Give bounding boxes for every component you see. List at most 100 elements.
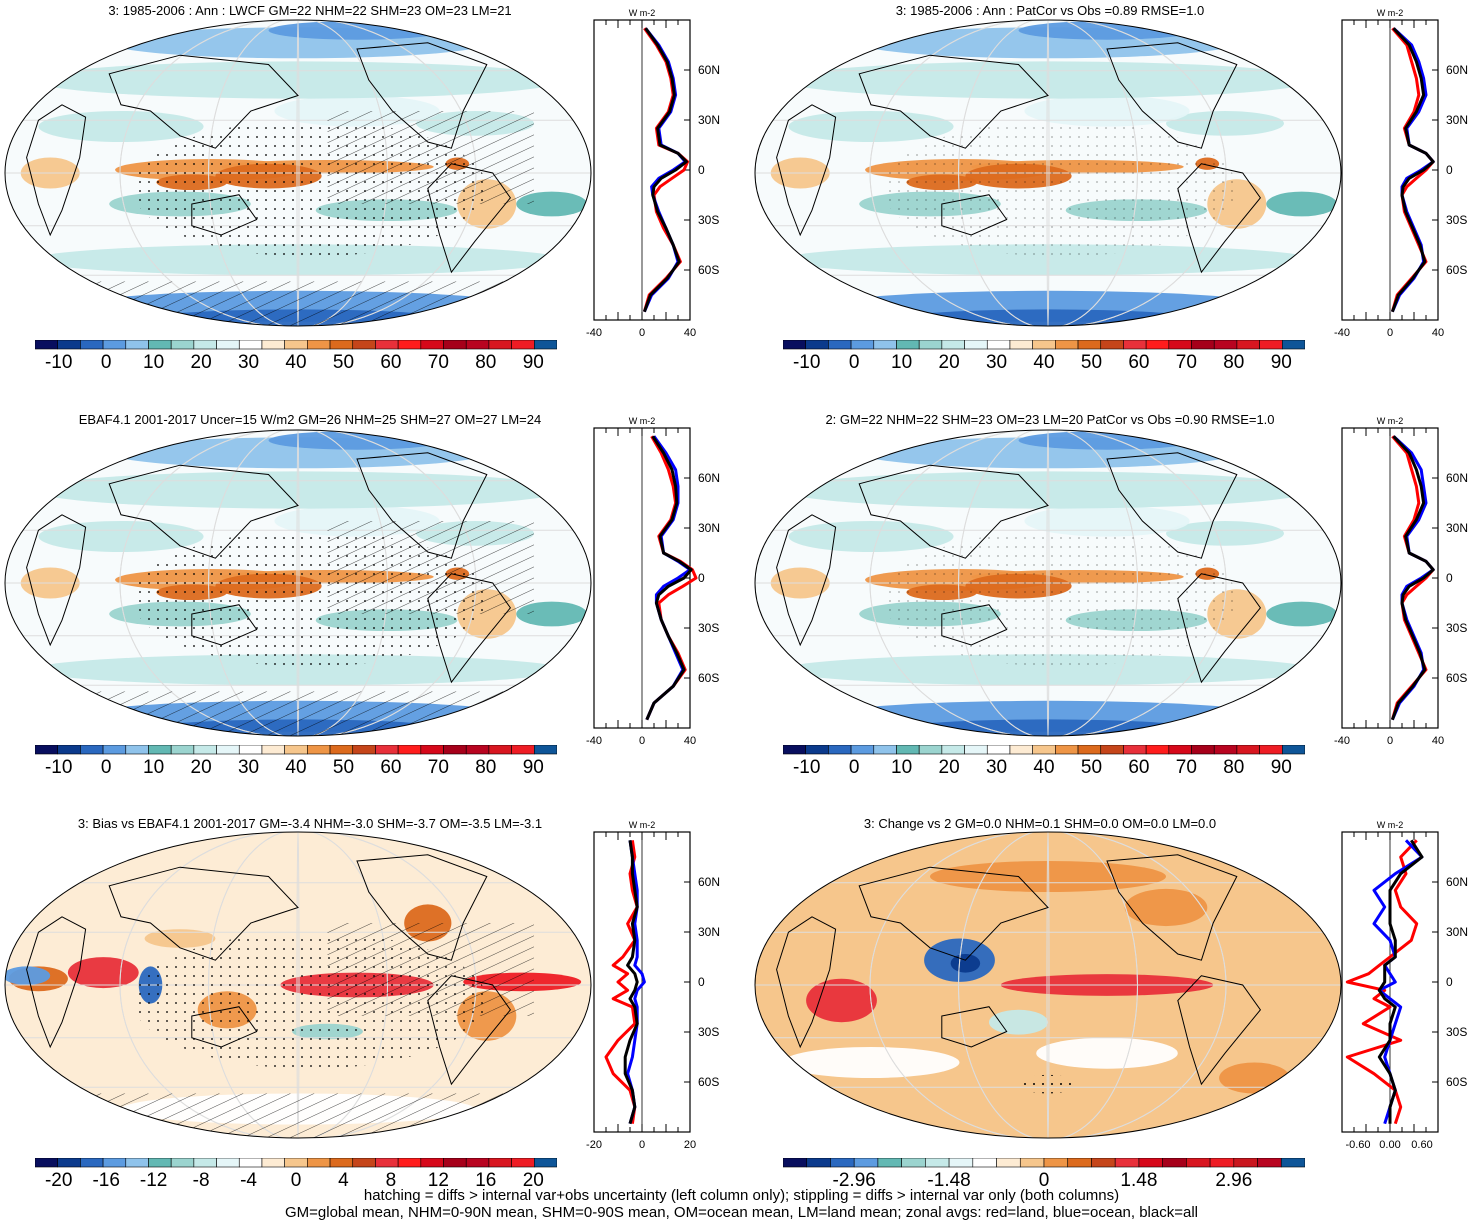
- zonal-series-ocean: [1372, 839, 1424, 1125]
- colorbar-label: 0: [848, 352, 860, 373]
- colorbar-label: 0: [100, 757, 112, 778]
- colorbar-label: 90: [1270, 757, 1292, 778]
- map-field-region: [1018, 21, 1196, 40]
- colorbar-label: 10: [891, 352, 913, 373]
- lat-tick-label: 30N: [698, 113, 720, 127]
- continent-outline: [776, 916, 837, 1049]
- lat-tick-label: 0: [698, 975, 705, 989]
- zonal-series-all: [1390, 435, 1435, 721]
- colorbar-box: [783, 745, 806, 755]
- map-border: [4, 429, 592, 737]
- colorbar-box: [1123, 745, 1147, 755]
- x-tick-label: -40: [586, 327, 602, 339]
- colorbar-box: [488, 1158, 512, 1168]
- colorbar-box: [148, 340, 172, 350]
- footer-means-note: GM=global mean, NHM=0-90N mean, SHM=0-90…: [284, 1204, 1198, 1221]
- colorbar-label: 0: [290, 1170, 302, 1191]
- colorbar-box: [216, 1158, 240, 1168]
- map-field-region: [782, 244, 1314, 276]
- colorbar-box: [972, 1158, 997, 1168]
- colorbar-box: [397, 340, 422, 350]
- colorbar-box: [238, 340, 263, 350]
- stippling-overlay: [1018, 1074, 1078, 1094]
- hatching-overlay: [62, 281, 534, 326]
- map-field-region: [782, 61, 1314, 99]
- colorbar-label: 90: [522, 757, 544, 778]
- panel-title-4: 2: GM=22 NHM=22 SHM=23 OM=23 LM=20 PatCo…: [825, 412, 1275, 427]
- colorbar-label: 80: [1223, 352, 1245, 373]
- colorbar-box: [1032, 745, 1056, 755]
- colorbar-label: 30: [985, 352, 1008, 373]
- colorbar-label: 70: [1175, 757, 1197, 778]
- map-field-region: [5, 966, 51, 985]
- zonal-series-ocean: [643, 27, 687, 313]
- continent-outline: [776, 104, 837, 237]
- zonal-series-all: [642, 27, 688, 313]
- colorbar-box: [57, 745, 81, 755]
- map-field-region: [1024, 505, 1190, 537]
- lat-tick-label: 60N: [698, 63, 720, 77]
- map-field-region: [144, 929, 216, 948]
- colorbar-box: [964, 745, 988, 755]
- x-tick-label: 0: [639, 735, 645, 747]
- map-field-region: [32, 471, 564, 509]
- colorbar-label: 70: [427, 757, 449, 778]
- colorbar-box: [193, 340, 217, 350]
- colorbar-box: [193, 745, 217, 755]
- x-tick-label: 40: [684, 327, 696, 339]
- colorbar-label: 20: [190, 352, 212, 373]
- colorbar-box: [284, 745, 308, 755]
- map-panel-5: [4, 831, 592, 1139]
- lat-tick-label: 0: [1446, 571, 1453, 585]
- colorbar-box: [465, 1158, 490, 1168]
- colorbar-box: [1100, 745, 1124, 755]
- x-tick-label: -0.60: [1345, 1139, 1370, 1151]
- colorbar-box: [1236, 745, 1260, 755]
- colorbar-label: -10: [44, 352, 73, 373]
- colorbar-box: [170, 1158, 195, 1168]
- colorbar-box: [1077, 340, 1102, 350]
- stippling-overlay: [882, 530, 1237, 667]
- colorbar-box: [996, 1158, 1021, 1168]
- zonal-unit-label: W m-2: [629, 8, 656, 18]
- colorbar-label: 0: [100, 352, 112, 373]
- colorbar-box: [783, 1158, 808, 1168]
- colorbar-label: 60: [1128, 757, 1150, 778]
- colorbar-label: 40: [1033, 757, 1055, 778]
- continent-outline: [26, 514, 87, 647]
- colorbar-box: [284, 1158, 308, 1168]
- colorbar-6: [783, 1158, 1305, 1168]
- colorbar-box: [329, 1158, 354, 1168]
- colorbar-label: -10: [792, 757, 821, 778]
- colorbar-box: [1043, 1158, 1069, 1168]
- map-panel-3: [4, 429, 592, 737]
- colorbar-label: -4: [240, 1170, 257, 1191]
- colorbar-box: [488, 745, 512, 755]
- colorbar-label: 0: [848, 757, 860, 778]
- lat-tick-label: 30S: [1446, 621, 1467, 635]
- colorbar-label: -10: [44, 757, 73, 778]
- colorbar-box: [1259, 340, 1283, 350]
- colorbar-box: [828, 745, 852, 755]
- colorbar-box: [511, 745, 535, 755]
- colorbar-box: [261, 340, 285, 350]
- zonal-series-land: [1390, 435, 1435, 721]
- zonal-series-all: [623, 840, 639, 1125]
- colorbar-box: [1009, 745, 1033, 755]
- colorbar-5: [35, 1158, 557, 1168]
- colorbar-label: 60: [380, 757, 402, 778]
- colorbar-box: [873, 340, 897, 350]
- colorbar-box: [850, 340, 875, 350]
- colorbar-box: [420, 340, 444, 350]
- map-field-region: [782, 471, 1314, 509]
- map-field-region: [32, 61, 564, 99]
- colorbar-box: [918, 340, 943, 350]
- colorbar-label: -16: [92, 1170, 120, 1191]
- colorbar-box: [850, 745, 875, 755]
- x-tick-label: 20: [684, 1139, 696, 1151]
- lat-tick-label: 30N: [698, 925, 720, 939]
- colorbar-box: [352, 1158, 376, 1168]
- continent-outline: [941, 1006, 1008, 1048]
- x-tick-label: 0.00: [1379, 1139, 1400, 1151]
- colorbar-box: [830, 1158, 855, 1168]
